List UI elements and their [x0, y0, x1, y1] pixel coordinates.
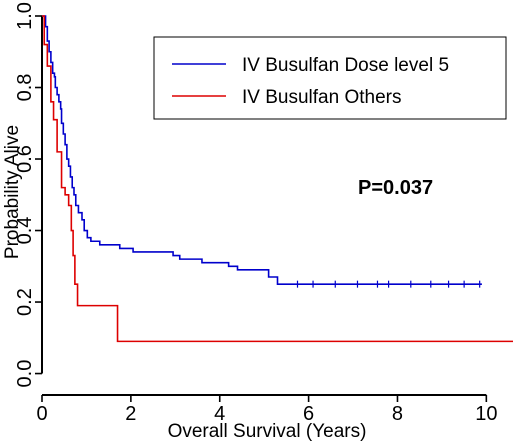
y-tick-label: 0.6	[14, 145, 36, 173]
p-value-annotation: P=0.037	[358, 177, 433, 199]
y-tick-label: 0.0	[14, 360, 36, 388]
x-tick-label: 8	[392, 403, 403, 425]
legend-label-others: IV Busulfan Others	[242, 87, 401, 108]
y-tick-label: 0.8	[14, 74, 36, 102]
y-tick-label: 0.2	[14, 288, 36, 316]
plot-area: 0.0 0.2 0.4 0.6 0.8 1.0 0 2 4 6 8 10	[14, 2, 513, 425]
series-layer	[42, 15, 513, 343]
legend-label-dose-level-5: IV Busulfan Dose level 5	[242, 55, 449, 76]
x-tick-label: 10	[475, 403, 497, 425]
legend-box	[153, 36, 507, 120]
x-tick-label: 4	[214, 403, 225, 425]
x-tick-label: 2	[125, 403, 136, 425]
y-axis-ticks: 0.0 0.2 0.4 0.6 0.8 1.0	[14, 2, 42, 387]
legend: IV Busulfan Dose level 5 IV Busulfan Oth…	[153, 36, 507, 120]
y-axis-title: Probability Alive	[2, 125, 23, 259]
x-tick-label: 6	[303, 403, 314, 425]
x-tick-label: 0	[36, 403, 47, 425]
series-line-others	[42, 15, 513, 343]
series-line-dose-level-5	[42, 15, 482, 285]
y-tick-label: 1.0	[14, 2, 36, 30]
x-axis-title: Overall Survival (Years)	[168, 421, 367, 442]
x-axis-ticks: 0 2 4 6 8 10	[36, 395, 497, 425]
y-tick-label: 0.4	[14, 217, 36, 245]
